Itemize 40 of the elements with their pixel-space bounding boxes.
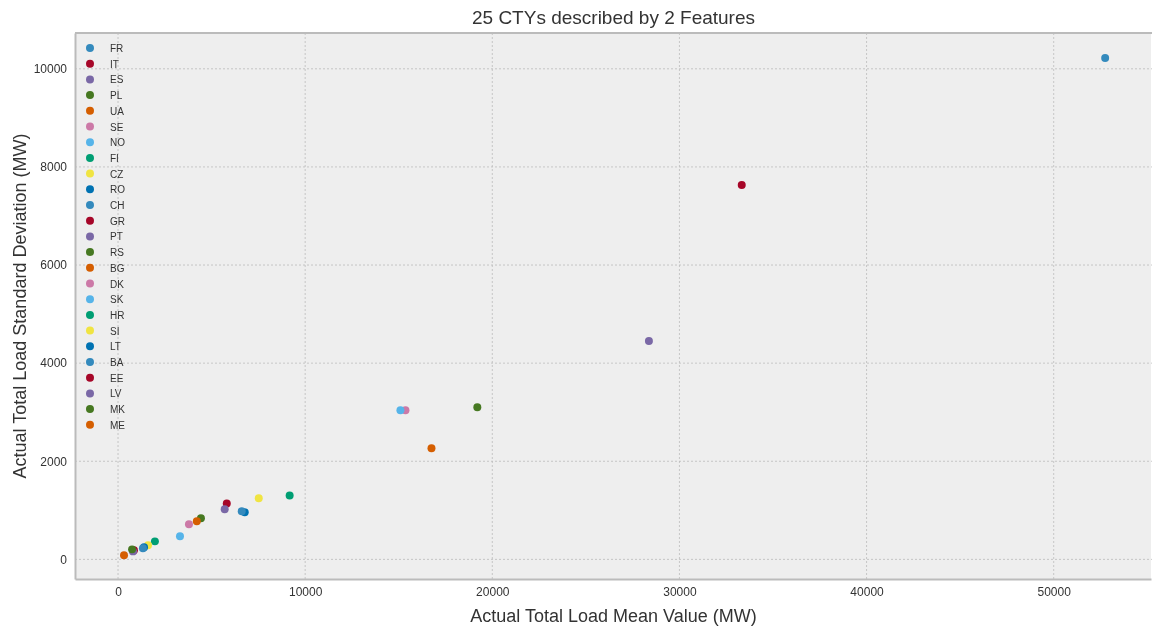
legend-label: RS — [110, 247, 125, 259]
legend-label: MK — [110, 404, 126, 416]
legend-label: NO — [110, 137, 126, 149]
chart-title: 25 CTYs described by 2 Features — [471, 7, 756, 28]
legend-label: SI — [110, 325, 120, 337]
x-tick-label: 10000 — [288, 584, 323, 599]
legend-label: CH — [110, 200, 125, 211]
x-axis-title: Actual Total Load Mean Value (MW) — [470, 606, 757, 626]
x-tick-label: 0 — [115, 584, 123, 599]
y-tick-label: 4000 — [40, 356, 68, 371]
legend-label: LT — [110, 341, 121, 353]
legend-label: HR — [110, 309, 125, 321]
y-tick-label: 6000 — [40, 258, 68, 273]
x-tick-label: 20000 — [476, 584, 510, 599]
y-tick-label: 10000 — [33, 62, 68, 77]
x-tick-label: 30000 — [663, 584, 697, 599]
y-tick-label: 0 — [60, 552, 68, 567]
y-tick-label: 2000 — [40, 454, 68, 469]
legend-label: PT — [110, 231, 123, 243]
legend-label: CZ — [110, 168, 124, 180]
legend-label: LV — [110, 388, 122, 400]
legend-label: BA — [110, 357, 124, 368]
legend-label: ES — [110, 74, 124, 86]
legend-label: SK — [110, 294, 124, 306]
legend-label: DK — [110, 278, 125, 290]
legend-label: SE — [110, 121, 124, 133]
legend-label: RO — [110, 184, 126, 196]
y-tick-label: 8000 — [40, 160, 68, 175]
legend-label: FR — [110, 43, 124, 54]
legend-label: FI — [110, 152, 119, 164]
legend-label: BG — [110, 262, 125, 274]
legend-label: ME — [110, 419, 126, 431]
x-tick-label: 50000 — [1037, 584, 1072, 599]
x-tick-label: 40000 — [850, 584, 885, 599]
y-axis-title: Actual Total Load Standard Deviation (MW) — [10, 133, 30, 479]
legend-label: GR — [110, 215, 125, 227]
legend-label: IT — [110, 58, 119, 70]
legend-label: PL — [110, 90, 123, 102]
legend-label: UA — [110, 105, 125, 117]
legend-label: EE — [110, 372, 124, 384]
